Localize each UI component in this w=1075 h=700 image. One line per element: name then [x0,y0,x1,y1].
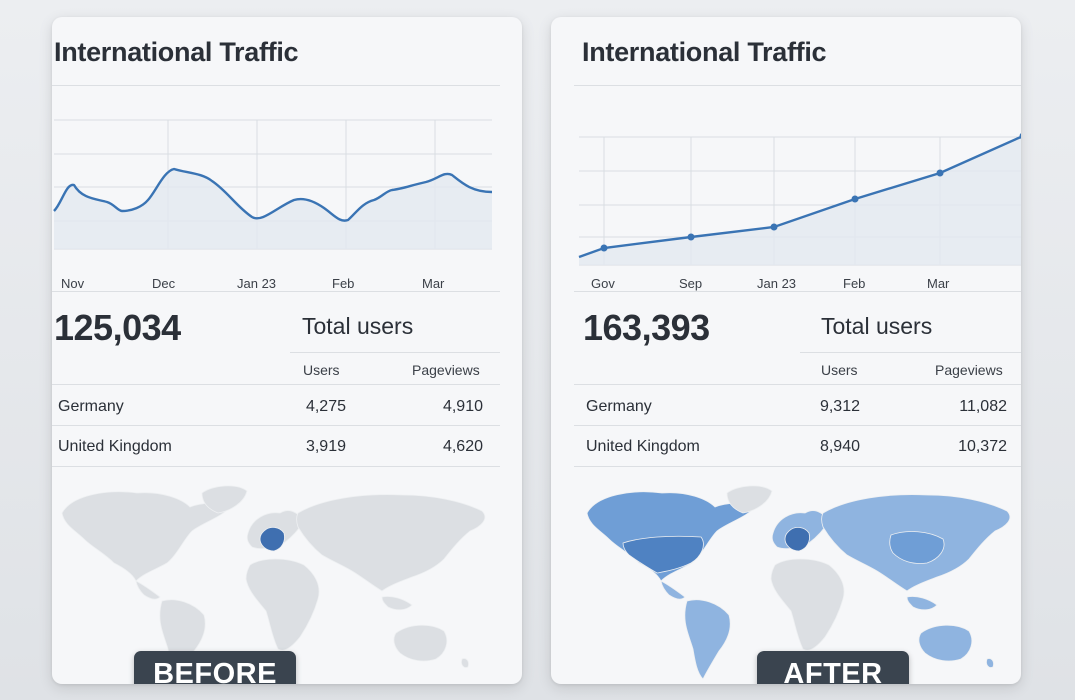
before-chart-svg: Nov Dec Jan 23 Feb Mar [53,119,493,291]
north-america-shape [61,491,231,582]
users-value: 3,919 [305,438,346,455]
china-highlight [889,531,945,564]
germany-highlight [259,527,285,552]
x-tick-label: Jan 23 [237,276,276,291]
users-value: 8,940 [819,438,860,455]
x-tick-label: Feb [332,276,354,291]
panel-title: International Traffic [54,37,299,67]
after-map-svg [586,485,1011,680]
row-divider [52,384,500,385]
data-point [1019,133,1021,139]
column-header-users: Users [821,362,858,378]
after-badge: AFTER [757,651,909,684]
x-tick-label: Nov [61,276,85,291]
before-badge: BEFORE [134,651,296,684]
chart-line [53,167,493,222]
x-tick-label: Sep [679,276,702,291]
southeast-asia-shape [381,596,413,611]
africa-shape [245,558,320,651]
total-users-label: Total users [821,313,933,339]
row-divider [52,425,500,426]
after-panel: International Traffic [551,17,1021,684]
country-name: Germany [58,398,124,415]
world-map [52,473,522,684]
x-tick-label: Jan 23 [757,276,796,291]
new-zealand-shape [461,658,469,668]
users-value: 4,275 [305,398,346,415]
x-tick-label: Dec [152,276,176,291]
x-tick-label: Feb [843,276,865,291]
total-users-value: 163,393 [583,307,710,348]
australia-shape [393,624,448,662]
column-header-users: Users [303,362,340,378]
data-point [600,244,608,252]
south-america-shape [684,599,731,680]
data-point [936,169,944,177]
row-divider [574,425,1021,426]
after-chart-svg: Gov Sep Jan 23 Feb Mar [578,133,1021,291]
asia-shape [296,494,486,592]
header-divider [800,352,1021,353]
country-name: United Kingdom [58,438,172,455]
greenland-shape [726,485,773,514]
section-divider [52,291,500,292]
pageviews-value: 4,910 [442,398,483,415]
title-divider [52,85,500,86]
row-divider [574,466,1021,467]
x-tick-label: Mar [422,276,445,291]
new-zealand-shape [986,658,994,668]
australia-shape [918,624,973,662]
africa-shape [770,558,845,651]
data-point [687,233,695,241]
pageviews-value: 11,082 [959,398,1007,415]
pageviews-value: 10,372 [958,438,1007,455]
chart-area [54,169,492,249]
panel-title: International Traffic [582,37,827,67]
column-header-pageviews: Pageviews [412,362,480,378]
x-tick-label: Mar [927,276,950,291]
southeast-asia-shape [906,596,938,611]
before-map-svg [61,485,486,680]
usa-highlight [622,535,704,574]
x-tick-label: Gov [591,276,615,291]
world-map [551,473,1021,684]
total-users-label: Total users [302,313,414,339]
total-users-value: 125,034 [54,307,181,348]
country-name: Germany [586,398,652,415]
chart-area [579,136,1021,265]
before-panel: International Traffic Nov Dec Jan 23 Feb… [52,17,522,684]
country-name: United Kingdom [586,438,700,455]
traffic-line-chart: Gov Sep Jan 23 Feb Mar [551,107,1021,297]
greenland-shape [201,485,248,514]
pageviews-value: 4,620 [442,438,483,455]
central-america-shape [660,580,686,600]
traffic-line-chart: Nov Dec Jan 23 Feb Mar [52,107,522,297]
header-divider [290,352,500,353]
data-point [851,195,859,203]
users-value: 9,312 [819,398,860,415]
title-divider [574,85,1021,86]
central-america-shape [135,580,161,600]
row-divider [574,384,1021,385]
data-point [770,223,778,231]
section-divider [574,291,1021,292]
column-header-pageviews: Pageviews [935,362,1003,378]
germany-highlight [784,527,810,552]
row-divider [52,466,500,467]
